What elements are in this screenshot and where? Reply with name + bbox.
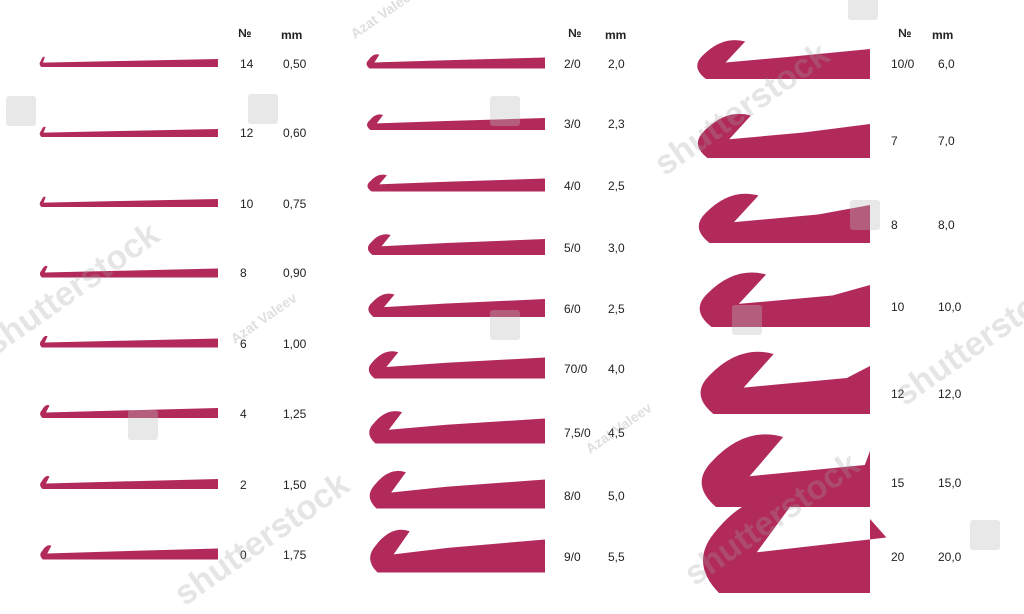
- hook-number: 20: [891, 550, 905, 564]
- watermark-logo: [248, 94, 278, 124]
- hook-number: 8: [891, 218, 898, 232]
- hook-mm: 2,3: [608, 117, 625, 131]
- crochet-hook: [39, 126, 218, 137]
- hook-number: 14: [240, 57, 254, 71]
- watermark-logo: [848, 0, 878, 20]
- watermark-logo: [850, 200, 880, 230]
- crochet-hook: [701, 434, 870, 507]
- col2-number-header: №: [568, 26, 582, 40]
- hook-mm: 1,50: [283, 478, 307, 492]
- hook-number: 5/0: [564, 241, 581, 255]
- hook-number: 12: [891, 387, 905, 401]
- hook-number: 6/0: [564, 302, 581, 316]
- hook-mm: 15,0: [938, 476, 962, 490]
- hook-mm: 10,0: [938, 300, 962, 314]
- crochet-hook: [697, 113, 870, 158]
- hook-mm: 5,0: [608, 489, 625, 503]
- col1-mm-header: mm: [281, 28, 303, 42]
- hook-number: 3/0: [564, 117, 581, 131]
- hook-mm: 0,60: [283, 126, 307, 140]
- crochet-hook: [369, 411, 545, 444]
- hook-mm: 1,25: [283, 407, 307, 421]
- hook-mm: 0,75: [283, 197, 307, 211]
- hook-number: 10/0: [891, 57, 915, 71]
- crochet-hook: [367, 234, 545, 255]
- col2-mm-header: mm: [605, 28, 627, 42]
- hook-mm: 2,5: [608, 179, 625, 193]
- col1-number-header: №: [238, 26, 252, 40]
- hook-mm: 20,0: [938, 550, 962, 564]
- hook-mm: 4,5: [608, 426, 625, 440]
- col3-mm-header: mm: [932, 28, 954, 42]
- watermark-logo: [490, 310, 520, 340]
- watermark-logo: [490, 96, 520, 126]
- hook-number: 4: [240, 407, 247, 421]
- crochet-hook: [699, 272, 870, 327]
- crochet-hook: [40, 476, 218, 489]
- hook-mm: 7,0: [938, 134, 955, 148]
- crochet-hook: [368, 293, 545, 317]
- hook-number: 8: [240, 266, 247, 280]
- crochet-hook: [39, 335, 218, 348]
- hook-number: 4/0: [564, 179, 581, 193]
- crochet-hook: [698, 193, 870, 243]
- hook-number: 6: [240, 337, 247, 351]
- hook-mm: 12,0: [938, 387, 962, 401]
- hook-mm: 4,0: [608, 362, 625, 376]
- hook-mm: 8,0: [938, 218, 955, 232]
- hook-number: 10: [891, 300, 905, 314]
- hook-number: 7,5/0: [564, 426, 591, 440]
- crochet-hook: [367, 174, 545, 192]
- hook-mm: 0,50: [283, 57, 307, 71]
- hook-number: 2/0: [564, 57, 581, 71]
- crochet-hook: [697, 40, 870, 79]
- crochet-hook: [40, 545, 219, 560]
- hook-mm: 1,00: [283, 337, 307, 351]
- hook-number: 2: [240, 478, 247, 492]
- watermark-logo: [732, 305, 762, 335]
- hook-number: 7: [891, 134, 898, 148]
- crochet-hook: [39, 56, 219, 67]
- crochet-hook: [366, 54, 545, 69]
- hook-mm: 6,0: [938, 57, 955, 71]
- col3-number-header: №: [898, 26, 912, 40]
- hook-mm: 2,5: [608, 302, 625, 316]
- hook-number: 12: [240, 126, 254, 140]
- crochet-hook: [369, 470, 545, 509]
- hook-number: 15: [891, 476, 905, 490]
- hook-number: 10: [240, 197, 254, 211]
- crochet-hook: [700, 351, 870, 414]
- hook-number: 70/0: [564, 362, 588, 376]
- hook-number: 8/0: [564, 489, 581, 503]
- hook-mm: 0,90: [283, 266, 307, 280]
- crochet-hook: [368, 351, 545, 379]
- crochet-hook: [39, 196, 218, 207]
- crochet-hook: [367, 114, 545, 130]
- watermark-logo: [128, 410, 158, 440]
- watermark-logo: [6, 96, 36, 126]
- crochet-hook: [703, 497, 887, 593]
- hook-mm: 3,0: [608, 241, 625, 255]
- watermark-logo: [970, 520, 1000, 550]
- hook-number: 0: [240, 548, 247, 562]
- hook-mm: 1,75: [283, 548, 307, 562]
- crochet-hook: [40, 405, 218, 418]
- hook-number: 9/0: [564, 550, 581, 564]
- hook-mm: 2,0: [608, 57, 625, 71]
- hook-mm: 5,5: [608, 550, 625, 564]
- crochet-hook: [370, 529, 545, 573]
- crochet-hook: [39, 265, 218, 278]
